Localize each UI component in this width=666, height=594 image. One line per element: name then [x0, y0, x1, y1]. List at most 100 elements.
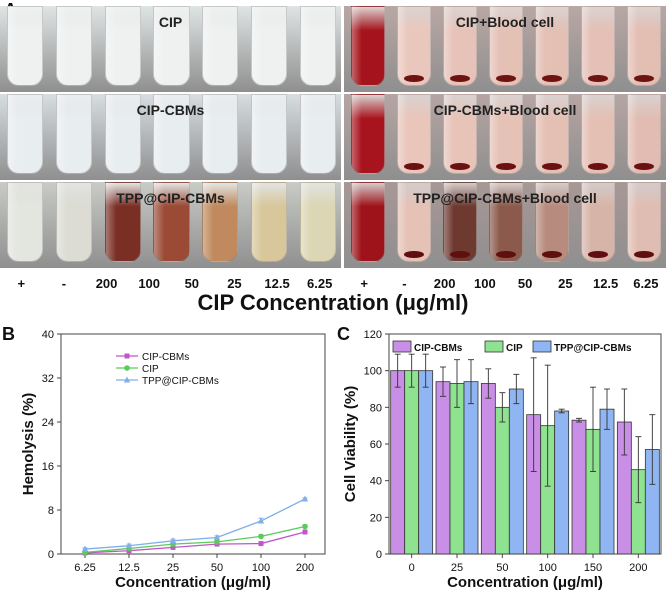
legend-label: CIP-CBMs — [142, 352, 189, 363]
legend-marker — [123, 376, 131, 383]
y-tick-label: 100 — [364, 366, 382, 378]
data-point — [213, 534, 221, 540]
blood-pellet — [404, 75, 424, 82]
data-point — [302, 529, 308, 535]
bar — [554, 410, 570, 555]
bar — [480, 383, 496, 555]
x-axis-title: Concentration (μg/ml) — [115, 574, 271, 591]
bar — [494, 406, 510, 555]
x-tick-label: 25 — [167, 562, 179, 574]
test-tube — [534, 182, 570, 262]
blood-pellet — [542, 75, 562, 82]
y-tick-label: 24 — [42, 417, 54, 429]
left-photo: CIP-CBMs — [0, 94, 341, 180]
x-tick-label: 0 — [409, 562, 415, 574]
x-tick-label: 200 — [629, 562, 647, 574]
blood-pellet — [634, 75, 654, 82]
blood-pellet — [496, 251, 516, 258]
concentration-label: 200 — [433, 276, 456, 291]
legend-label: TPP@CIP-CBMs — [554, 343, 632, 354]
test-tube — [350, 94, 386, 174]
test-tube — [7, 6, 44, 86]
y-tick-label: 16 — [42, 461, 54, 473]
left-photo: CIP — [0, 6, 341, 92]
test-tube — [7, 182, 44, 262]
blood-pellet — [634, 251, 654, 258]
data-point — [257, 517, 265, 524]
test-tube — [488, 182, 524, 262]
y-tick-label: 8 — [48, 505, 54, 517]
series-line — [84, 498, 306, 550]
test-tube — [104, 94, 141, 174]
x-axis-title: Concentration (μg/ml) — [447, 574, 603, 591]
concentration-label: 100 — [138, 276, 161, 291]
test-tube — [396, 6, 432, 86]
blood-pellet — [450, 163, 470, 170]
test-tube — [350, 182, 386, 262]
test-tube — [534, 6, 570, 86]
y-tick-label: 60 — [370, 439, 382, 451]
series-line — [84, 525, 306, 553]
data-point — [81, 545, 89, 552]
test-tube — [56, 6, 93, 86]
test-tube — [626, 6, 662, 86]
data-point — [258, 533, 264, 540]
left-photo-title: CIP-CBMs — [136, 102, 205, 118]
concentration-label: 12.5 — [592, 276, 619, 291]
bar — [449, 383, 465, 555]
bar — [390, 370, 406, 555]
test-tube — [488, 6, 524, 86]
legend-label: CIP — [142, 364, 159, 375]
concentration-label: 100 — [474, 276, 496, 291]
test-tube — [56, 182, 93, 262]
data-point — [214, 539, 220, 545]
test-tube — [104, 182, 141, 262]
legend-swatch — [392, 340, 412, 353]
blood-pellet — [588, 251, 608, 258]
x-tick-label: 6.25 — [74, 562, 95, 574]
right-photo: CIP+Blood cell — [344, 6, 666, 92]
data-point — [301, 495, 309, 502]
test-tube — [488, 94, 524, 174]
test-tube — [580, 6, 616, 86]
test-tube — [626, 182, 662, 262]
test-tube — [153, 94, 190, 174]
test-tube — [56, 94, 93, 174]
y-tick-label: 40 — [42, 329, 54, 341]
blood-pellet — [542, 163, 562, 170]
test-tube — [202, 94, 239, 174]
test-tube — [396, 182, 432, 262]
concentration-label: - — [61, 276, 67, 291]
right-photo: TPP@CIP-CBMs+Blood cell — [344, 182, 666, 268]
test-tube — [104, 6, 141, 86]
y-tick-label: 40 — [370, 476, 382, 488]
bar — [571, 419, 587, 555]
legend-marker — [124, 365, 130, 371]
concentration-label: 200 — [95, 276, 118, 291]
data-point — [170, 544, 176, 550]
concentration-label: 12.5 — [264, 276, 290, 291]
plot-frame — [60, 333, 326, 555]
left-photo-title: TPP@CIP-CBMs — [116, 190, 225, 206]
test-tube — [350, 6, 386, 86]
legend-label: TPP@CIP-CBMs — [142, 376, 219, 387]
bar — [463, 381, 479, 555]
bar — [435, 381, 451, 555]
left-photo-title: CIP — [158, 14, 183, 30]
y-tick-label: 120 — [364, 329, 382, 341]
data-point — [302, 523, 308, 530]
legend-label: CIP-CBMs — [414, 343, 463, 354]
series-line — [84, 531, 306, 554]
y-tick-label: 0 — [48, 549, 54, 561]
test-tube — [580, 94, 616, 174]
x-tick-label: 50 — [496, 562, 508, 574]
test-tube — [299, 94, 336, 174]
blood-pellet — [404, 163, 424, 170]
concentration-label: + — [17, 276, 26, 291]
legend-swatch — [484, 340, 504, 353]
blood-pellet — [404, 251, 424, 258]
test-tube — [442, 182, 478, 262]
test-tube — [250, 94, 287, 174]
test-tube — [396, 94, 432, 174]
legend-marker — [124, 353, 130, 359]
